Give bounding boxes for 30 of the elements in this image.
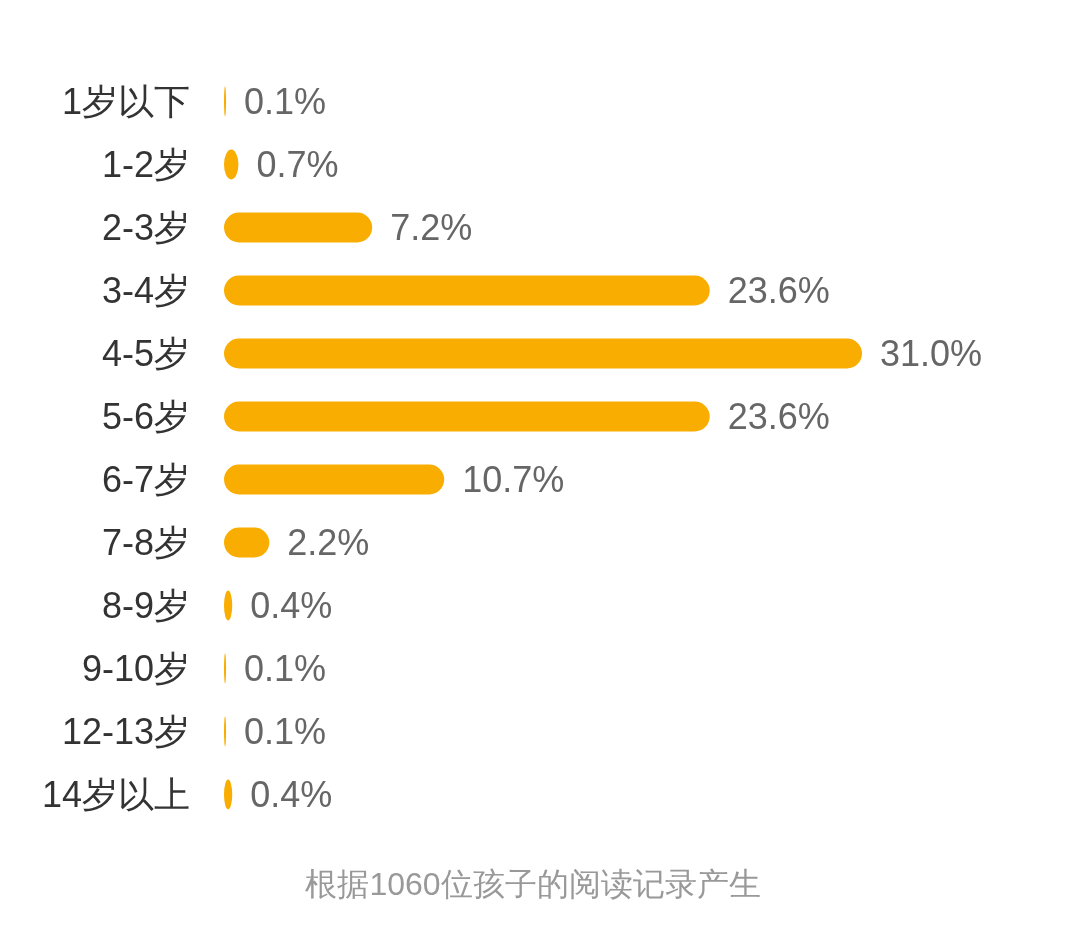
data-label: 23.6% (727, 270, 830, 312)
data-label: 23.6% (727, 396, 830, 438)
bar (224, 464, 445, 495)
y-tick-label: 2-3岁 (101, 207, 190, 249)
y-tick-label: 12-13岁 (61, 711, 190, 753)
data-label: 0.1% (244, 711, 327, 753)
data-label: 0.1% (244, 81, 327, 123)
y-tick-label: 1-2岁 (101, 144, 190, 186)
data-label: 2.2% (287, 522, 370, 564)
data-label: 0.7% (256, 144, 339, 186)
data-label: 10.7% (462, 459, 565, 501)
y-tick-label: 6-7岁 (101, 459, 190, 501)
y-tick-label: 3-4岁 (101, 270, 190, 312)
data-label: 31.0% (880, 333, 983, 375)
y-tick-label: 9-10岁 (81, 648, 190, 690)
bar (224, 338, 862, 369)
bar (224, 275, 710, 306)
bar (224, 401, 710, 432)
y-tick-label: 4-5岁 (101, 333, 190, 375)
text: 根据1060位孩子的阅读记录产生 (305, 866, 761, 902)
bar (224, 212, 373, 243)
data-label: 7.2% (390, 207, 473, 249)
y-tick-label: 1岁以下 (61, 81, 190, 123)
y-tick-label: 5-6岁 (101, 396, 190, 438)
data-label: 0.4% (250, 585, 333, 627)
data-label: 0.4% (250, 774, 333, 816)
y-tick-label: 14岁以上 (41, 774, 190, 816)
data-label: 0.1% (244, 648, 327, 690)
y-tick-label: 7-8岁 (101, 522, 190, 564)
y-tick-label: 8-9岁 (101, 585, 190, 627)
